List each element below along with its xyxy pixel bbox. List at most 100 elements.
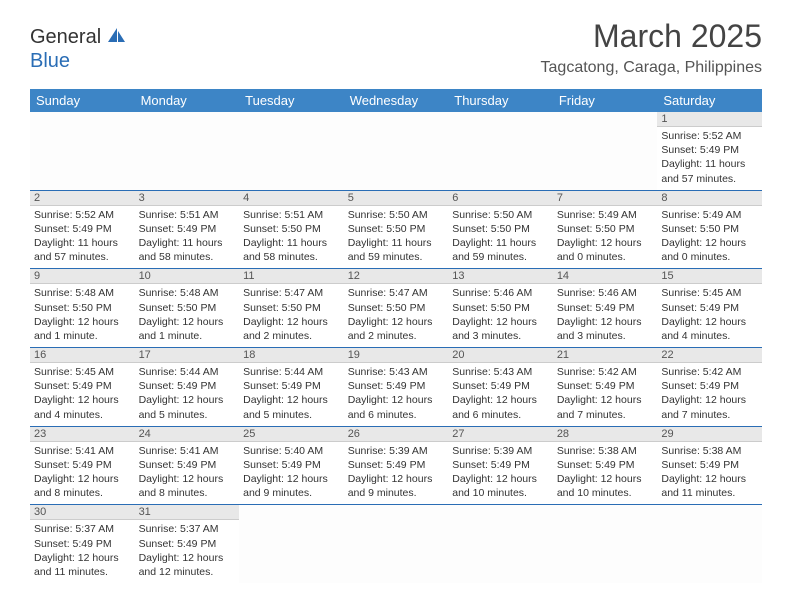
day-details: Sunrise: 5:46 AMSunset: 5:49 PMDaylight:… [553, 284, 658, 347]
sunset-text: Sunset: 5:49 PM [452, 458, 549, 472]
calendar-day-cell [553, 112, 658, 190]
sunrise-text: Sunrise: 5:46 AM [452, 286, 549, 300]
daylight-text: Daylight: 12 hours and 3 minutes. [557, 315, 654, 343]
day-number: 1 [657, 112, 762, 127]
daylight-text: Daylight: 12 hours and 4 minutes. [34, 393, 131, 421]
page-header: General March 2025 Tagcatong, Caraga, Ph… [0, 0, 792, 87]
day-details: Sunrise: 5:39 AMSunset: 5:49 PMDaylight:… [448, 442, 553, 505]
day-number: 2 [30, 191, 135, 206]
sunrise-text: Sunrise: 5:41 AM [139, 444, 236, 458]
day-details: Sunrise: 5:42 AMSunset: 5:49 PMDaylight:… [657, 363, 762, 426]
calendar-day-cell: 23Sunrise: 5:41 AMSunset: 5:49 PMDayligh… [30, 426, 135, 505]
calendar-day-cell: 20Sunrise: 5:43 AMSunset: 5:49 PMDayligh… [448, 348, 553, 427]
sunset-text: Sunset: 5:49 PM [661, 301, 758, 315]
sunset-text: Sunset: 5:49 PM [557, 301, 654, 315]
daylight-text: Daylight: 12 hours and 0 minutes. [661, 236, 758, 264]
day-details: Sunrise: 5:40 AMSunset: 5:49 PMDaylight:… [239, 442, 344, 505]
sunset-text: Sunset: 5:49 PM [243, 379, 340, 393]
sunrise-text: Sunrise: 5:43 AM [452, 365, 549, 379]
daylight-text: Daylight: 12 hours and 6 minutes. [348, 393, 445, 421]
daylight-text: Daylight: 12 hours and 5 minutes. [139, 393, 236, 421]
day-number: 20 [448, 348, 553, 363]
calendar-week-row: 2Sunrise: 5:52 AMSunset: 5:49 PMDaylight… [30, 190, 762, 269]
sunset-text: Sunset: 5:49 PM [348, 458, 445, 472]
logo-text-dark: General [30, 26, 101, 49]
daylight-text: Daylight: 12 hours and 10 minutes. [452, 472, 549, 500]
day-number: 22 [657, 348, 762, 363]
day-details: Sunrise: 5:39 AMSunset: 5:49 PMDaylight:… [344, 442, 449, 505]
calendar-day-cell: 24Sunrise: 5:41 AMSunset: 5:49 PMDayligh… [135, 426, 240, 505]
calendar-day-cell: 16Sunrise: 5:45 AMSunset: 5:49 PMDayligh… [30, 348, 135, 427]
daylight-text: Daylight: 11 hours and 58 minutes. [243, 236, 340, 264]
daylight-text: Daylight: 11 hours and 59 minutes. [348, 236, 445, 264]
calendar-week-row: 23Sunrise: 5:41 AMSunset: 5:49 PMDayligh… [30, 426, 762, 505]
day-number: 11 [239, 269, 344, 284]
daylight-text: Daylight: 12 hours and 6 minutes. [452, 393, 549, 421]
day-details: Sunrise: 5:45 AMSunset: 5:49 PMDaylight:… [30, 363, 135, 426]
day-number: 3 [135, 191, 240, 206]
calendar-day-cell: 3Sunrise: 5:51 AMSunset: 5:49 PMDaylight… [135, 190, 240, 269]
sunset-text: Sunset: 5:49 PM [557, 379, 654, 393]
calendar-day-cell: 2Sunrise: 5:52 AMSunset: 5:49 PMDaylight… [30, 190, 135, 269]
daylight-text: Daylight: 12 hours and 0 minutes. [557, 236, 654, 264]
sunrise-text: Sunrise: 5:49 AM [557, 208, 654, 222]
sunrise-text: Sunrise: 5:38 AM [661, 444, 758, 458]
daylight-text: Daylight: 12 hours and 7 minutes. [661, 393, 758, 421]
calendar-day-cell: 22Sunrise: 5:42 AMSunset: 5:49 PMDayligh… [657, 348, 762, 427]
day-number: 26 [344, 427, 449, 442]
sunset-text: Sunset: 5:49 PM [139, 537, 236, 551]
day-details: Sunrise: 5:49 AMSunset: 5:50 PMDaylight:… [553, 206, 658, 269]
day-details: Sunrise: 5:45 AMSunset: 5:49 PMDaylight:… [657, 284, 762, 347]
weekday-header: Tuesday [239, 89, 344, 112]
calendar-day-cell: 12Sunrise: 5:47 AMSunset: 5:50 PMDayligh… [344, 269, 449, 348]
day-details: Sunrise: 5:52 AMSunset: 5:49 PMDaylight:… [657, 127, 762, 190]
sunrise-text: Sunrise: 5:42 AM [557, 365, 654, 379]
daylight-text: Daylight: 12 hours and 11 minutes. [34, 551, 131, 579]
daylight-text: Daylight: 12 hours and 9 minutes. [348, 472, 445, 500]
weekday-header: Saturday [657, 89, 762, 112]
day-details: Sunrise: 5:43 AMSunset: 5:49 PMDaylight:… [448, 363, 553, 426]
sunset-text: Sunset: 5:49 PM [557, 458, 654, 472]
day-number: 10 [135, 269, 240, 284]
daylight-text: Daylight: 11 hours and 57 minutes. [34, 236, 131, 264]
calendar-day-cell: 18Sunrise: 5:44 AMSunset: 5:49 PMDayligh… [239, 348, 344, 427]
sunset-text: Sunset: 5:49 PM [661, 458, 758, 472]
day-number: 25 [239, 427, 344, 442]
daylight-text: Daylight: 11 hours and 58 minutes. [139, 236, 236, 264]
day-number: 9 [30, 269, 135, 284]
logo-text-blue: Blue [30, 50, 70, 73]
sunrise-text: Sunrise: 5:39 AM [452, 444, 549, 458]
daylight-text: Daylight: 12 hours and 10 minutes. [557, 472, 654, 500]
sunrise-text: Sunrise: 5:48 AM [139, 286, 236, 300]
sunset-text: Sunset: 5:49 PM [139, 379, 236, 393]
calendar-day-cell [30, 112, 135, 190]
day-number: 21 [553, 348, 658, 363]
sunrise-text: Sunrise: 5:51 AM [139, 208, 236, 222]
day-number: 12 [344, 269, 449, 284]
daylight-text: Daylight: 12 hours and 1 minute. [139, 315, 236, 343]
day-number: 23 [30, 427, 135, 442]
day-details: Sunrise: 5:51 AMSunset: 5:49 PMDaylight:… [135, 206, 240, 269]
calendar-day-cell [135, 112, 240, 190]
daylight-text: Daylight: 12 hours and 3 minutes. [452, 315, 549, 343]
calendar-week-row: 9Sunrise: 5:48 AMSunset: 5:50 PMDaylight… [30, 269, 762, 348]
weekday-header: Thursday [448, 89, 553, 112]
day-number: 17 [135, 348, 240, 363]
day-details: Sunrise: 5:47 AMSunset: 5:50 PMDaylight:… [239, 284, 344, 347]
calendar-day-cell: 29Sunrise: 5:38 AMSunset: 5:49 PMDayligh… [657, 426, 762, 505]
day-number: 29 [657, 427, 762, 442]
sunrise-text: Sunrise: 5:39 AM [348, 444, 445, 458]
daylight-text: Daylight: 12 hours and 4 minutes. [661, 315, 758, 343]
sunrise-text: Sunrise: 5:52 AM [661, 129, 758, 143]
day-number: 7 [553, 191, 658, 206]
sunset-text: Sunset: 5:49 PM [34, 379, 131, 393]
calendar-day-cell: 4Sunrise: 5:51 AMSunset: 5:50 PMDaylight… [239, 190, 344, 269]
day-number: 28 [553, 427, 658, 442]
calendar-week-row: 1Sunrise: 5:52 AMSunset: 5:49 PMDaylight… [30, 112, 762, 190]
calendar-day-cell: 21Sunrise: 5:42 AMSunset: 5:49 PMDayligh… [553, 348, 658, 427]
day-number: 15 [657, 269, 762, 284]
sunrise-text: Sunrise: 5:37 AM [34, 522, 131, 536]
calendar-day-cell: 30Sunrise: 5:37 AMSunset: 5:49 PMDayligh… [30, 505, 135, 583]
calendar-day-cell: 14Sunrise: 5:46 AMSunset: 5:49 PMDayligh… [553, 269, 658, 348]
day-number: 13 [448, 269, 553, 284]
